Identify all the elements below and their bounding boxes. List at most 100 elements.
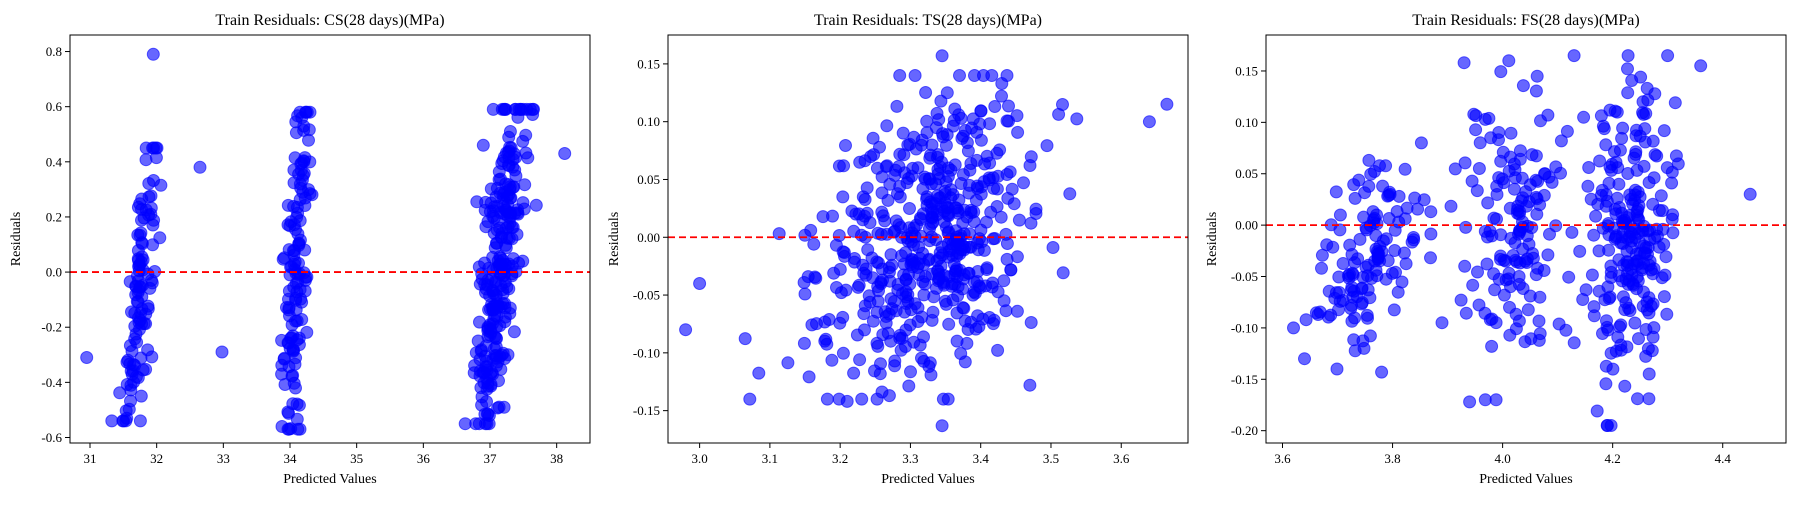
data-point	[1457, 56, 1471, 70]
data-point	[873, 140, 886, 154]
data-point	[964, 315, 978, 329]
data-point	[833, 316, 847, 330]
data-point	[125, 344, 139, 358]
data-point	[939, 138, 953, 152]
data-point	[847, 366, 861, 380]
data-point	[1480, 257, 1494, 271]
data-point	[1362, 153, 1376, 167]
data-point	[858, 193, 872, 206]
data-point	[480, 395, 493, 409]
data-point	[275, 420, 289, 433]
data-point	[481, 330, 495, 344]
data-point	[1632, 332, 1645, 346]
data-point	[1007, 197, 1021, 211]
data-point	[954, 111, 968, 125]
data-point	[1637, 159, 1651, 173]
data-point	[820, 392, 834, 406]
data-point	[1458, 156, 1472, 170]
data-point	[1587, 300, 1601, 314]
data-point	[1348, 191, 1362, 205]
data-point	[1463, 395, 1477, 409]
data-point	[153, 231, 167, 245]
data-point	[1321, 310, 1335, 324]
data-point	[915, 310, 929, 324]
data-point	[1521, 219, 1535, 233]
data-point	[1529, 149, 1543, 163]
data-point	[305, 188, 319, 202]
data-point	[1328, 291, 1342, 305]
data-point	[1623, 188, 1637, 202]
data-point	[920, 199, 934, 212]
y-axis-label: Residuals	[607, 212, 622, 266]
y-tick-label: 0.05	[637, 172, 660, 187]
data-point	[494, 230, 508, 244]
data-point	[985, 69, 999, 82]
data-point	[825, 353, 839, 367]
data-point	[144, 201, 158, 215]
data-point	[1329, 185, 1343, 199]
data-point	[1063, 187, 1077, 201]
data-point	[493, 267, 507, 281]
data-point	[1472, 162, 1486, 175]
data-point	[1554, 134, 1568, 148]
y-tick-label: -0.20	[1231, 423, 1258, 438]
data-point	[292, 236, 306, 250]
data-point	[935, 419, 949, 433]
data-point	[285, 260, 299, 274]
data-point	[1743, 187, 1757, 201]
chart-title: Train Residuals: TS(28 days)(MPa)	[814, 12, 1042, 29]
data-point	[995, 77, 1009, 90]
data-point	[850, 328, 864, 342]
data-point	[516, 134, 530, 148]
data-point	[1636, 299, 1650, 313]
data-point	[880, 119, 894, 133]
data-point	[1520, 199, 1533, 213]
x-tick-label: 3.2	[832, 451, 848, 466]
data-point	[286, 329, 300, 343]
data-point	[878, 214, 892, 228]
data-point	[781, 356, 795, 370]
x-tick-label: 3.4	[973, 451, 990, 466]
data-point	[1615, 230, 1629, 244]
data-point	[1638, 246, 1652, 260]
data-point	[899, 323, 913, 337]
data-point	[1529, 84, 1543, 98]
data-point	[1490, 212, 1503, 226]
x-tick-label: 4.4	[1715, 451, 1732, 466]
y-tick-label: 0.10	[637, 114, 660, 129]
data-point	[1478, 112, 1492, 126]
data-point	[818, 315, 832, 329]
data-point	[558, 147, 572, 160]
data-point	[1598, 293, 1612, 307]
data-point	[289, 314, 302, 328]
data-point	[298, 151, 312, 165]
data-point	[882, 389, 896, 403]
data-point	[1612, 201, 1626, 214]
data-point	[903, 202, 916, 215]
axes-frame	[69, 34, 591, 444]
data-point	[1629, 129, 1643, 143]
y-tick-label: -0.05	[633, 288, 660, 303]
data-point	[1613, 320, 1627, 334]
x-tick-label: 33	[217, 451, 230, 466]
data-point	[142, 190, 156, 204]
data-point	[487, 200, 501, 214]
data-point	[1599, 377, 1613, 391]
data-point	[910, 218, 923, 232]
data-point	[1382, 188, 1396, 202]
data-point	[1636, 95, 1650, 109]
data-point	[1595, 183, 1609, 197]
data-point	[1004, 263, 1018, 277]
data-point	[1552, 317, 1566, 331]
data-point	[908, 69, 922, 82]
data-point	[298, 284, 312, 298]
data-point	[936, 275, 950, 289]
data-point	[883, 274, 897, 288]
data-point	[1502, 54, 1516, 68]
data-point	[1603, 160, 1617, 174]
data-point	[1502, 272, 1515, 286]
data-point	[968, 69, 981, 82]
data-point	[1336, 257, 1350, 270]
data-point	[215, 345, 229, 359]
data-point	[1471, 265, 1484, 279]
